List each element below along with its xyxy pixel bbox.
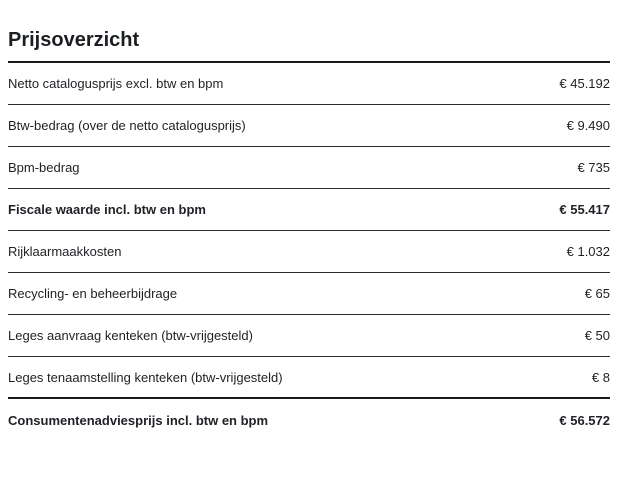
price-row-value: € 1.032 (566, 244, 610, 259)
price-row-label: Recycling- en beheerbijdrage (8, 286, 178, 301)
price-row: Rijklaarmaakkosten € 1.032 (8, 231, 610, 273)
price-row-value: € 56.572 (559, 412, 610, 428)
price-row: Consumentenadviesprijs incl. btw en bpm … (8, 399, 610, 441)
price-row-value: € 45.192 (559, 76, 610, 91)
price-row-value: € 50 (584, 328, 610, 343)
price-row-value: € 55.417 (559, 202, 610, 217)
price-row-label: Netto catalogusprijs excl. btw en bpm (8, 76, 224, 91)
price-row-label: Leges tenaamstelling kenteken (btw-vrijg… (8, 369, 283, 385)
title-rule (8, 61, 610, 63)
price-row-label: Consumentenadviesprijs incl. btw en bpm (8, 412, 269, 428)
price-row-value: € 735 (577, 160, 610, 175)
price-row: Btw-bedrag (over de netto catalogusprijs… (8, 105, 610, 147)
price-row: Recycling- en beheerbijdrage € 65 (8, 273, 610, 315)
price-row-label: Fiscale waarde incl. btw en bpm (8, 202, 206, 217)
price-row-label: Rijklaarmaakkosten (8, 244, 122, 259)
price-row-label: Leges aanvraag kenteken (btw-vrijgesteld… (8, 328, 253, 343)
price-row-label: Btw-bedrag (over de netto catalogusprijs… (8, 118, 246, 133)
price-row-label: Bpm-bedrag (8, 160, 80, 175)
price-row-value: € 65 (584, 286, 610, 301)
page-title: Prijsoverzicht (8, 29, 140, 51)
price-row: Fiscale waarde incl. btw en bpm € 55.417 (8, 189, 610, 231)
price-row-value: € 8 (591, 369, 610, 385)
price-row: Netto catalogusprijs excl. btw en bpm € … (8, 63, 610, 105)
price-overview-sheet: Prijsoverzicht Netto catalogusprijs excl… (8, 0, 610, 441)
price-row: Leges tenaamstelling kenteken (btw-vrijg… (8, 357, 610, 399)
price-table: Netto catalogusprijs excl. btw en bpm € … (8, 63, 610, 441)
price-row: Bpm-bedrag € 735 (8, 147, 610, 189)
price-row: Leges aanvraag kenteken (btw-vrijgesteld… (8, 315, 610, 357)
price-row-value: € 9.490 (566, 118, 610, 133)
